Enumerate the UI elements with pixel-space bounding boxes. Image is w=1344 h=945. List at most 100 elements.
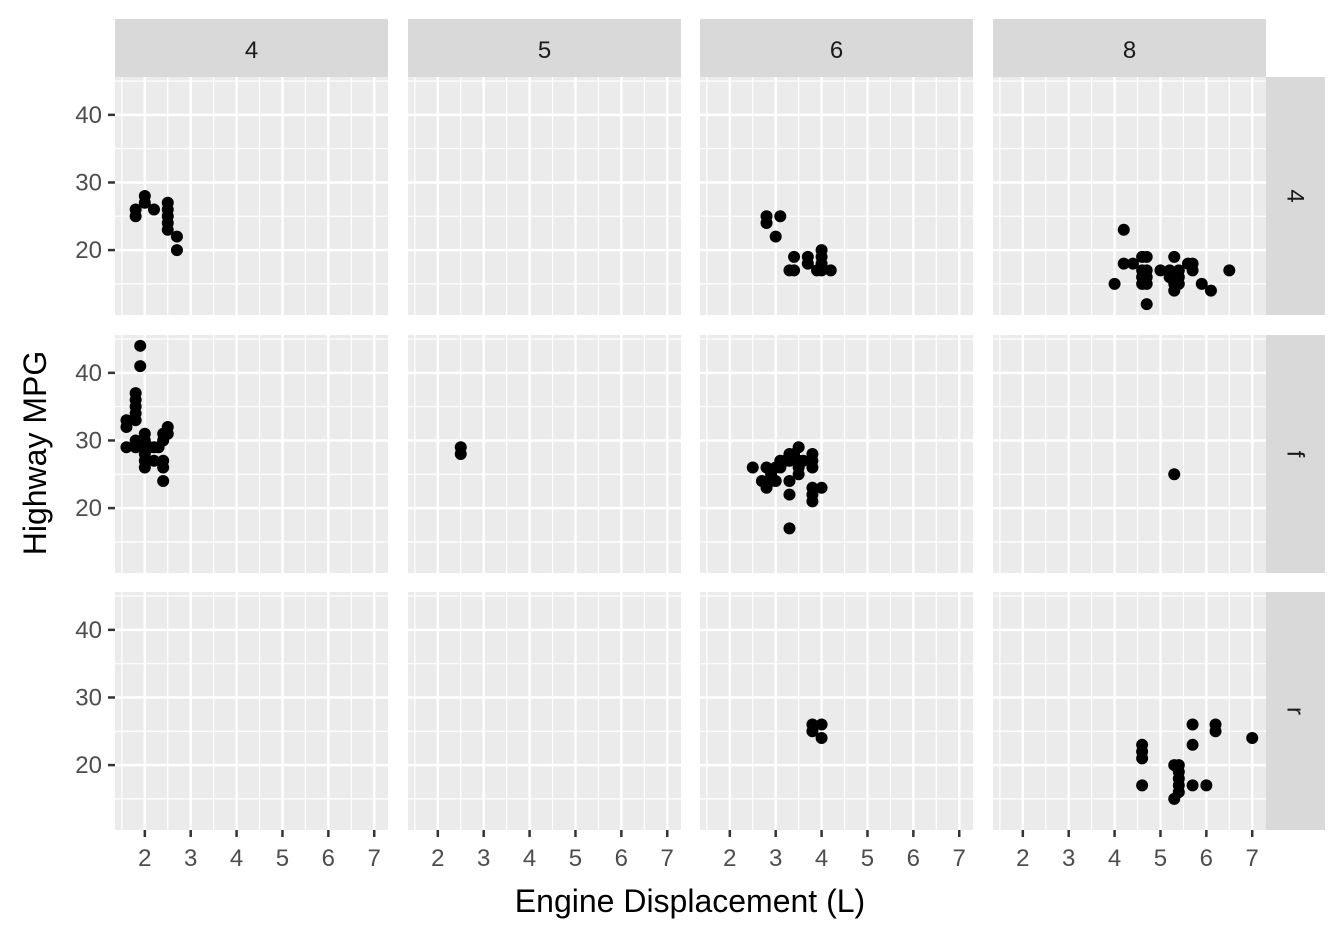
panel-r-5 <box>408 592 681 830</box>
data-point <box>815 264 828 277</box>
data-point <box>120 441 133 454</box>
panel-background <box>993 77 1266 315</box>
panel-grid: 4 5 6 8 4 f r 20 30 40 20 30 40 20 30 40 2 3 4 5 6 7 2 3 4 5 6 7 2 3 4… <box>75 19 1325 872</box>
data-point <box>129 434 142 447</box>
col-strip-label: 8 <box>1123 37 1136 64</box>
data-point <box>797 454 810 467</box>
x-tick-label: 6 <box>907 845 920 872</box>
data-point <box>792 468 805 481</box>
data-point <box>1168 468 1181 481</box>
panel-4-8 <box>993 77 1266 315</box>
y-tick-label: 20 <box>75 495 102 522</box>
data-point <box>134 339 147 352</box>
x-tick-label: 6 <box>1200 845 1213 872</box>
panel-4-4 <box>115 77 388 315</box>
panel-background <box>115 77 388 315</box>
data-point <box>1209 725 1222 738</box>
data-point <box>815 732 828 745</box>
row-strip-label: 4 <box>1282 189 1309 202</box>
y-tick-label: 20 <box>75 237 102 264</box>
data-point <box>161 427 174 440</box>
row-strip-f <box>1266 335 1325 573</box>
panel-background <box>700 335 973 573</box>
x-tick-label: 4 <box>815 845 828 872</box>
data-point <box>1136 779 1149 792</box>
y-axis-title: Highway MPG <box>17 351 53 556</box>
data-point <box>129 414 142 427</box>
col-strip-label: 4 <box>245 37 258 64</box>
data-point <box>746 461 759 474</box>
panel-f-4 <box>115 335 388 573</box>
panel-background <box>115 335 388 573</box>
data-point <box>815 481 828 494</box>
data-point <box>170 244 183 257</box>
panel-4-6 <box>700 77 973 315</box>
data-point <box>1108 277 1121 290</box>
data-point <box>769 230 782 243</box>
data-point <box>1186 718 1199 731</box>
row-strip-label: f <box>1282 451 1309 458</box>
x-tick-label: 2 <box>723 845 736 872</box>
col-strip-5 <box>408 19 681 77</box>
row-strip-4 <box>1266 77 1325 315</box>
data-point <box>120 420 133 433</box>
data-point <box>1168 250 1181 263</box>
data-point <box>806 495 819 508</box>
x-tick-label: 4 <box>230 845 243 872</box>
y-tick-label: 30 <box>75 169 102 196</box>
data-point <box>788 264 801 277</box>
data-point <box>1168 792 1181 805</box>
x-tick-label: 2 <box>1016 845 1029 872</box>
x-tick-label: 6 <box>322 845 335 872</box>
row-strip-label: r <box>1282 707 1309 715</box>
x-tick-label: 7 <box>1246 845 1259 872</box>
x-tick-label: 7 <box>368 845 381 872</box>
x-tick-label: 5 <box>276 845 289 872</box>
data-point <box>1186 779 1199 792</box>
y-tick-label: 40 <box>75 617 102 644</box>
col-strip-label: 5 <box>538 37 551 64</box>
panel-background <box>700 592 973 830</box>
panel-background <box>115 592 388 830</box>
panel-background <box>408 77 681 315</box>
data-point <box>760 217 773 230</box>
data-point <box>783 488 796 501</box>
data-point <box>1186 264 1199 277</box>
data-point <box>1223 264 1236 277</box>
data-point <box>1126 257 1139 270</box>
data-point <box>1195 277 1208 290</box>
x-tick-label: 3 <box>477 845 490 872</box>
x-tick-label: 2 <box>138 845 151 872</box>
panel-f-5 <box>408 335 681 573</box>
data-point <box>792 441 805 454</box>
panel-r-4 <box>115 592 388 830</box>
x-tick-label: 5 <box>1154 845 1167 872</box>
data-point <box>134 360 147 373</box>
col-strip-6 <box>700 19 973 77</box>
data-point <box>824 264 837 277</box>
data-point <box>1140 250 1153 263</box>
panel-background <box>993 592 1266 830</box>
data-point <box>138 461 151 474</box>
data-point <box>161 223 174 236</box>
panel-r-8 <box>993 592 1266 830</box>
panel-f-6 <box>700 335 973 573</box>
panel-r-6 <box>700 592 973 830</box>
data-point <box>1172 277 1185 290</box>
x-axis-title: Engine Displacement (L) <box>515 883 865 919</box>
x-tick-label: 3 <box>769 845 782 872</box>
x-tick-label: 4 <box>523 845 536 872</box>
data-point <box>157 461 170 474</box>
panel-background <box>993 335 1266 573</box>
y-tick-label: 40 <box>75 360 102 387</box>
y-tick-label: 20 <box>75 752 102 779</box>
data-point <box>774 210 787 223</box>
x-tick-label: 5 <box>569 845 582 872</box>
data-point <box>148 203 160 216</box>
data-point <box>1136 752 1149 765</box>
x-tick-label: 3 <box>1062 845 1075 872</box>
panel-background <box>408 335 681 573</box>
data-point <box>1163 264 1176 277</box>
